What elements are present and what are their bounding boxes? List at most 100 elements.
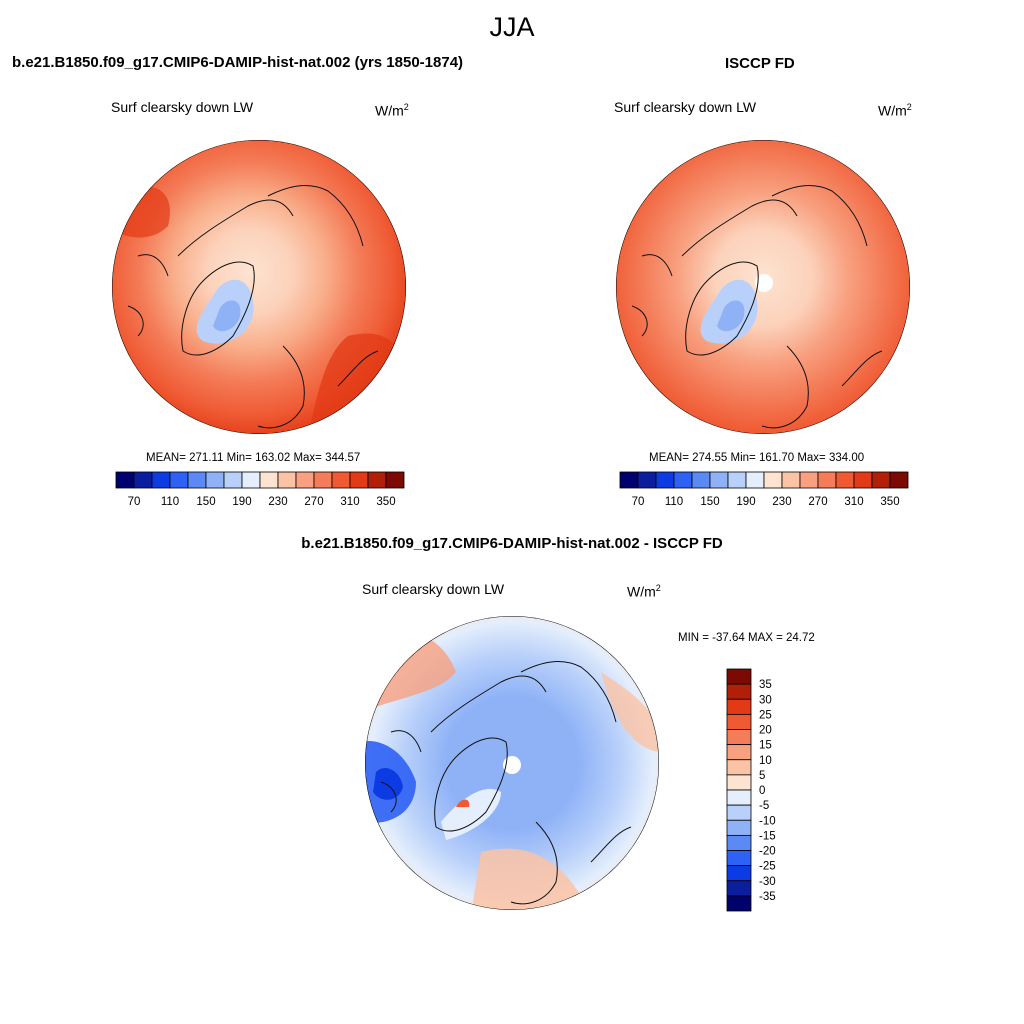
colorbar-1-box: [170, 472, 188, 488]
colorbar-3-box: [727, 760, 751, 775]
colorbar-1-box: [296, 472, 314, 488]
colorbar-3-box: [727, 745, 751, 760]
colorbar-2-box: [710, 472, 728, 488]
colorbar-3-box: [727, 684, 751, 699]
colorbar-3-box: [727, 805, 751, 820]
map-3: [361, 612, 663, 914]
figure-title: JJA: [0, 12, 1024, 43]
colorbar-3: 35 30 25 20 15 10 5 0 -5 -10 -15 -20 -25 -30 -35: [722, 668, 782, 914]
colorbar-2-box: [800, 472, 818, 488]
map-2: [612, 136, 914, 438]
colorbar-2-tick-label: 70: [632, 496, 645, 508]
colorbar-1-box: [350, 472, 368, 488]
colorbar-3-tick-label: 15: [759, 740, 772, 752]
colorbar-3-box: [727, 669, 751, 684]
colorbar-2-box: [692, 472, 710, 488]
colorbar-2-tick-label: 350: [880, 496, 899, 508]
colorbar-1-box: [206, 472, 224, 488]
panel-3-stats: MIN = -37.64 MAX = 24.72: [678, 632, 815, 644]
panel-1-variable: Surf clearsky down LW: [111, 99, 253, 115]
colorbar-3-box: [727, 896, 751, 911]
colorbar-3-tick-label: 25: [759, 709, 772, 721]
panel-3-title: b.e21.B1850.f09_g17.CMIP6-DAMIP-hist-nat…: [0, 535, 1024, 552]
colorbar-2-tick-label: 270: [808, 496, 827, 508]
map-1: [108, 136, 410, 438]
colorbar-2-box: [764, 472, 782, 488]
colorbar-3-box: [727, 699, 751, 714]
colorbar-3-tick-label: -30: [759, 876, 776, 888]
colorbar-2-box: [620, 472, 638, 488]
colorbar-3-tick-label: 20: [759, 725, 772, 737]
colorbar-1-box: [278, 472, 296, 488]
colorbar-1-box: [368, 472, 386, 488]
colorbar-3-tick-label: 35: [759, 679, 772, 691]
colorbar-3-box: [727, 866, 751, 881]
colorbar-3-tick-label: -35: [759, 891, 776, 903]
colorbar-1-box: [314, 472, 332, 488]
colorbar-1-tick-label: 350: [376, 496, 395, 508]
colorbar-1-box: [188, 472, 206, 488]
colorbar-1: 70 110 150 190 230 270 310 350: [110, 470, 410, 514]
colorbar-3-tick-label: 5: [759, 770, 765, 782]
colorbar-3-box: [727, 790, 751, 805]
colorbar-3-box: [727, 835, 751, 850]
colorbar-1-box: [134, 472, 152, 488]
colorbar-2-box: [656, 472, 674, 488]
colorbar-3-box: [727, 730, 751, 745]
colorbar-3-box: [727, 820, 751, 835]
colorbar-1-tick-label: 270: [304, 496, 323, 508]
colorbar-3-tick-label: -20: [759, 846, 776, 858]
colorbar-1-box: [260, 472, 278, 488]
colorbar-1-box: [152, 472, 170, 488]
colorbar-3-tick-label: -15: [759, 830, 776, 842]
colorbar-2-box: [836, 472, 854, 488]
colorbar-3-tick-label: 10: [759, 755, 772, 767]
panel-1-units: W/m2: [375, 102, 409, 119]
colorbar-2-box: [674, 472, 692, 488]
colorbar-1-tick-label: 310: [340, 496, 359, 508]
map-1-warm-region: [108, 186, 170, 238]
colorbar-1-tick-label: 70: [128, 496, 141, 508]
colorbar-1-box: [224, 472, 242, 488]
colorbar-2: 70 110 150 190 230 270 310 350: [614, 470, 914, 514]
colorbar-1-tick-label: 150: [196, 496, 215, 508]
colorbar-3-tick-label: -10: [759, 815, 776, 827]
colorbar-1-tick-label: 230: [268, 496, 287, 508]
panel-2-title: ISCCP FD: [725, 55, 795, 72]
colorbar-2-tick-label: 310: [844, 496, 863, 508]
colorbar-2-box: [890, 472, 908, 488]
colorbar-2-box: [854, 472, 872, 488]
panel-1-stats: MEAN= 271.11 Min= 163.02 Max= 344.57: [146, 452, 360, 464]
colorbar-2-tick-label: 110: [665, 496, 683, 508]
colorbar-3-tick-label: -25: [759, 861, 776, 873]
panel-2-stats: MEAN= 274.55 Min= 161.70 Max= 334.00: [649, 452, 864, 464]
map-1-field: [108, 136, 410, 438]
colorbar-1-box: [116, 472, 134, 488]
colorbar-2-box: [728, 472, 746, 488]
colorbar-1-tick-label: 110: [161, 496, 179, 508]
colorbar-2-tick-label: 230: [772, 496, 791, 508]
panel-3-variable: Surf clearsky down LW: [362, 581, 504, 597]
colorbar-3-tick-label: 0: [759, 785, 765, 797]
colorbar-3-box: [727, 851, 751, 866]
colorbar-1-box: [332, 472, 350, 488]
panel-1-title: b.e21.B1850.f09_g17.CMIP6-DAMIP-hist-nat…: [12, 54, 463, 71]
panel-2-units: W/m2: [878, 102, 912, 119]
colorbar-1-box: [242, 472, 260, 488]
colorbar-2-box: [782, 472, 800, 488]
panel-3-units: W/m2: [627, 583, 661, 600]
colorbar-3-box: [727, 714, 751, 729]
colorbar-1-tick-label: 190: [232, 496, 251, 508]
panel-2-variable: Surf clearsky down LW: [614, 99, 756, 115]
colorbar-2-box: [746, 472, 764, 488]
colorbar-3-tick-label: -5: [759, 800, 769, 812]
colorbar-2-box: [872, 472, 890, 488]
colorbar-3-box: [727, 775, 751, 790]
colorbar-2-box: [638, 472, 656, 488]
colorbar-2-tick-label: 150: [700, 496, 719, 508]
colorbar-3-tick-label: 30: [759, 694, 772, 706]
colorbar-2-tick-label: 190: [736, 496, 755, 508]
colorbar-2-box: [818, 472, 836, 488]
colorbar-3-box: [727, 881, 751, 896]
colorbar-1-box: [386, 472, 404, 488]
